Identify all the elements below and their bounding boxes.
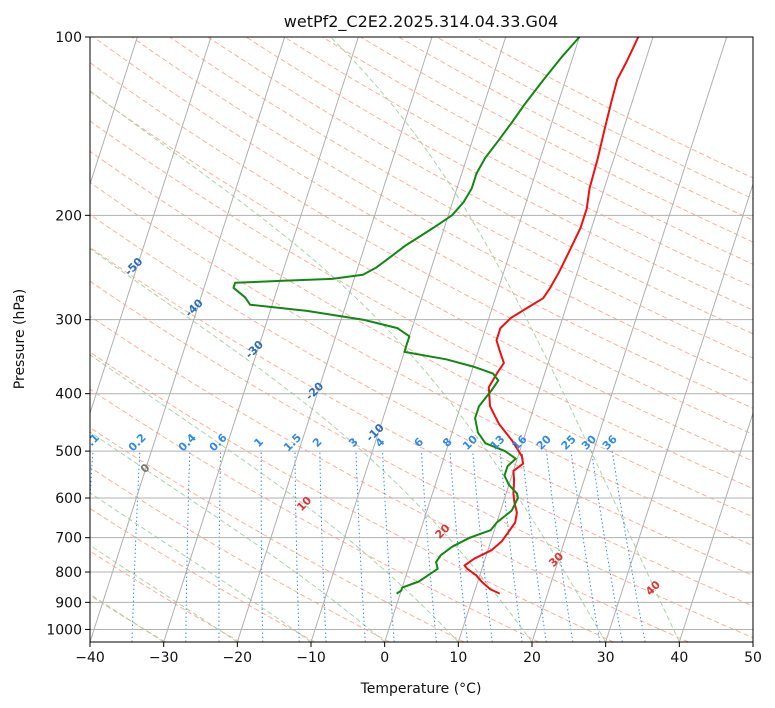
dry-adiabat [90, 90, 753, 462]
moist-adiabat [90, 593, 164, 642]
background-lines [90, 37, 753, 642]
isotherm-line [90, 37, 286, 642]
dry-adiabat [90, 246, 753, 607]
mixing-ratio-line [570, 451, 601, 642]
dry-adiabat [90, 280, 753, 639]
isotherm-line [678, 411, 753, 642]
moist-adiabat [90, 431, 386, 642]
x-tick-label: 30 [597, 650, 615, 666]
dry-adiabat [169, 37, 753, 359]
moist-adiabat [90, 90, 607, 642]
x-tick-label: 40 [670, 650, 688, 666]
dry-adiabat [90, 507, 315, 642]
moist-adiabat [90, 354, 459, 642]
dewpoint-profile [232, 37, 581, 595]
dry-adiabat [398, 37, 753, 221]
y-tick-label: 200 [55, 208, 82, 224]
x-axis-label: Temperature (°C) [360, 681, 482, 697]
dry-adiabat [436, 37, 753, 200]
dry-adiabat [245, 37, 753, 311]
moist-adiabat [90, 247, 533, 642]
isotherm-line [605, 182, 753, 642]
y-tick-label: 500 [55, 444, 82, 460]
plot-frame [89, 36, 754, 643]
x-axis: −40 −30 −20 −10 0 10 20 30 40 50 [75, 642, 762, 666]
isotherm-line [384, 37, 580, 642]
isotherm-line [457, 37, 654, 642]
mixing-ratio-line [499, 451, 523, 642]
chart-title: wetPf2_C2E2.2025.314.04.33.G04 [284, 12, 558, 32]
y-tick-label: 800 [55, 565, 82, 581]
isotherm-line [90, 37, 212, 415]
dry-adiabat [360, 37, 753, 243]
mixing-ratio-line [545, 451, 574, 642]
y-axis: 100 200 300 400 500 600 700 800 900 1000 [46, 30, 90, 638]
isotherm-line [531, 37, 728, 642]
y-tick-label: 300 [55, 313, 82, 329]
mixing-ratio-line [472, 451, 493, 642]
mixing-ratio-line [591, 451, 623, 642]
dry-adiabat [90, 351, 614, 642]
y-axis-label: Pressure (hPa) [12, 289, 28, 389]
x-tick-label: 0 [380, 650, 389, 666]
isotherm-line [90, 37, 138, 186]
temperature-profile [463, 37, 640, 595]
isotherm-line [163, 37, 359, 642]
dry-adiabat [90, 120, 753, 490]
dry-adiabat [131, 37, 753, 384]
dry-adiabat [90, 181, 753, 547]
moist-adiabat [90, 544, 238, 642]
y-tick-label: 700 [55, 531, 82, 547]
x-tick-label: 20 [523, 650, 541, 666]
x-tick-label: −30 [149, 650, 179, 666]
moist-adiabat [330, 37, 680, 642]
y-tick-label: 600 [55, 491, 82, 507]
y-tick-label: 1000 [46, 622, 82, 638]
y-tick-label: 100 [55, 30, 82, 46]
dry-adiabat [90, 315, 689, 642]
y-tick-label: 900 [55, 595, 82, 611]
dry-adiabat [283, 37, 753, 288]
mixing-ratio-line [611, 451, 646, 642]
moist-adiabat [90, 492, 312, 642]
x-tick-label: −40 [75, 650, 105, 666]
x-tick-label: −10 [296, 650, 326, 666]
series-layer [232, 37, 640, 595]
x-tick-label: 50 [744, 650, 762, 666]
isotherm-line [236, 37, 433, 642]
dry-adiabat [90, 213, 753, 577]
x-tick-label: −20 [223, 650, 253, 666]
dry-adiabat [90, 61, 753, 435]
x-tick-label: 10 [449, 650, 467, 666]
y-tick-label: 400 [55, 387, 82, 403]
